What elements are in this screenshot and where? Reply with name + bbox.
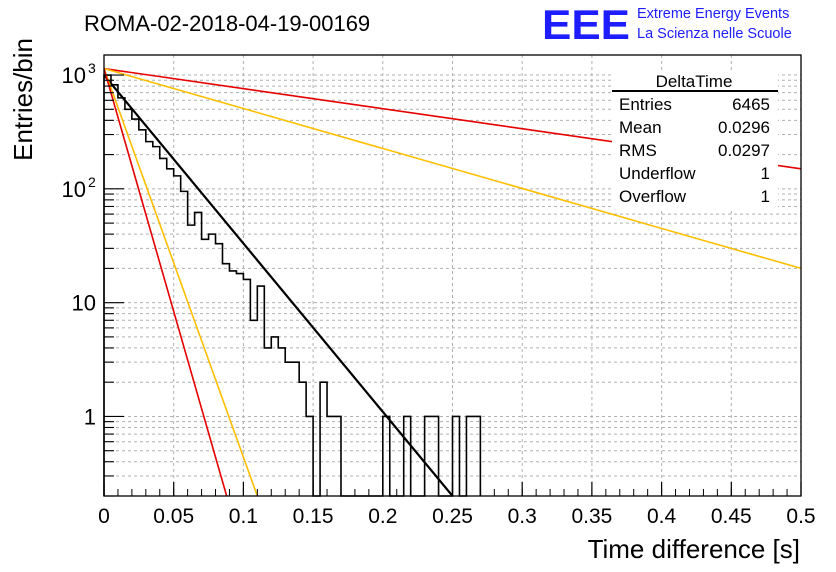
- y-tick-label: 10: [62, 177, 86, 202]
- x-tick-label: 0.4: [647, 505, 677, 528]
- stats-overflow-label: Overflow: [619, 187, 687, 206]
- x-tick-label: 0.05: [153, 505, 194, 528]
- histogram-bin: [125, 109, 132, 496]
- stats-box: DeltaTime Entries 6465 Mean 0.0296 RMS 0…: [612, 72, 778, 210]
- histogram-bin: [118, 98, 125, 496]
- x-tick-label: 0.5: [786, 505, 815, 528]
- fit-line-fit: [104, 74, 454, 496]
- y-tick-label: 10: [62, 63, 86, 88]
- x-tick-label: 0: [98, 505, 110, 528]
- histogram-bin: [202, 239, 209, 496]
- histogram-bin: [473, 416, 480, 496]
- y-tick-exponent: 3: [88, 60, 96, 76]
- x-tick-label: 0.35: [571, 505, 612, 528]
- stats-rms-value: 0.0297: [718, 141, 770, 160]
- histogram-bin: [299, 382, 306, 496]
- histogram-bin: [188, 225, 195, 496]
- stats-mean-label: Mean: [619, 118, 662, 137]
- histogram-bin: [174, 176, 181, 496]
- histogram-bin: [236, 274, 243, 496]
- histogram-bin: [404, 416, 411, 496]
- x-tick-label: 0.25: [432, 505, 473, 528]
- histogram-bin: [432, 416, 439, 496]
- y-tick-label: 1: [84, 404, 96, 429]
- stats-entries-value: 6465: [732, 95, 770, 114]
- histogram-bin: [153, 147, 160, 496]
- y-tick-exponent: 2: [88, 174, 96, 190]
- histogram-bin: [306, 416, 313, 496]
- y-tick-label: 10: [72, 291, 96, 316]
- histogram-bin: [243, 279, 250, 496]
- x-tick-label: 0.15: [293, 505, 334, 528]
- histogram-bin: [320, 382, 327, 496]
- histogram: [103, 74, 482, 497]
- histogram-bin: [257, 286, 264, 496]
- histogram-bin: [229, 271, 236, 496]
- stats-underflow-value: 1: [761, 164, 770, 183]
- histogram-bin: [334, 416, 341, 496]
- histogram-bin: [425, 416, 432, 496]
- x-tick-label: 0.1: [229, 505, 258, 528]
- histogram-bin: [278, 348, 285, 496]
- eee-logo-line2: La Scienza nelle Scuole: [637, 26, 792, 42]
- stats-underflow-label: Underflow: [619, 164, 696, 183]
- eee-logo-mark: EEE: [542, 1, 630, 48]
- stats-mean-value: 0.0296: [718, 118, 770, 137]
- histogram-bin: [453, 416, 460, 496]
- histogram-bin: [222, 264, 229, 496]
- x-tick-label: 0.45: [711, 505, 752, 528]
- stats-entries-label: Entries: [619, 95, 672, 114]
- chart-title: ROMA-02-2018-04-19-00169: [84, 11, 370, 36]
- histogram-bin: [195, 212, 202, 496]
- x-tick-label: 0.2: [368, 505, 397, 528]
- x-tick-label: 0.3: [508, 505, 537, 528]
- histogram-bin: [167, 169, 174, 496]
- stats-overflow-value: 1: [761, 187, 770, 206]
- histogram-bin: [181, 191, 188, 496]
- stats-rms-label: RMS: [619, 141, 657, 160]
- histogram-outline: [103, 74, 482, 497]
- fit-line-lower-band-fast: [104, 68, 259, 496]
- fit-line-upper-band-fast: [104, 68, 228, 496]
- histogram-bin: [104, 75, 111, 496]
- histogram-bin: [285, 362, 292, 496]
- axes: 0 0.05 0.1 0.15 0.2 0.25 0.3 0.35 0.4 0.45 0.510 31…: [62, 54, 816, 528]
- x-axis-title: Time difference [s]: [588, 534, 800, 564]
- histogram-bin: [271, 337, 278, 496]
- fit-line-lower-band-slow: [104, 67, 801, 270]
- eee-logo: EEE Extreme Energy Events La Scienza nel…: [542, 1, 792, 48]
- stats-box-background: [612, 72, 778, 210]
- histogram-bin: [160, 158, 167, 496]
- histogram-bin: [383, 416, 390, 496]
- y-axis-title: Entries/bin: [8, 38, 38, 161]
- histogram-bin: [250, 320, 257, 496]
- stats-box-title: DeltaTime: [656, 72, 733, 91]
- eee-logo-line1: Extreme Energy Events: [637, 6, 789, 22]
- histogram-bin: [327, 416, 334, 496]
- histogram-bin: [139, 130, 146, 496]
- histogram-bin: [466, 416, 473, 496]
- histogram-bin: [292, 362, 299, 496]
- histogram-bin: [264, 348, 271, 496]
